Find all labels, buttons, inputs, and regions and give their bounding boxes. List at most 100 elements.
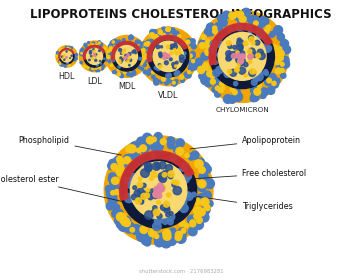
Text: CHYLOMICRON: CHYLOMICRON — [215, 108, 269, 113]
Circle shape — [215, 80, 223, 88]
Circle shape — [121, 152, 196, 228]
Circle shape — [106, 55, 108, 58]
Circle shape — [228, 54, 232, 59]
Circle shape — [226, 56, 231, 61]
Circle shape — [133, 186, 137, 190]
Circle shape — [87, 48, 103, 64]
Circle shape — [251, 41, 255, 45]
Circle shape — [173, 45, 178, 49]
Circle shape — [60, 63, 61, 64]
Circle shape — [143, 57, 146, 60]
Circle shape — [59, 49, 74, 64]
Circle shape — [70, 47, 73, 49]
Circle shape — [152, 75, 155, 79]
Circle shape — [80, 61, 82, 64]
Circle shape — [90, 49, 91, 50]
Circle shape — [283, 57, 289, 63]
Circle shape — [158, 52, 162, 55]
Circle shape — [256, 27, 263, 35]
Circle shape — [202, 204, 210, 212]
Circle shape — [199, 172, 208, 181]
Circle shape — [138, 41, 140, 43]
Circle shape — [142, 183, 146, 188]
Circle shape — [147, 140, 154, 147]
Circle shape — [254, 18, 260, 25]
Text: HDL: HDL — [59, 72, 75, 81]
Circle shape — [215, 91, 221, 97]
Circle shape — [166, 193, 170, 197]
Circle shape — [117, 214, 123, 221]
Circle shape — [176, 233, 186, 243]
Circle shape — [96, 63, 98, 65]
Circle shape — [213, 29, 217, 34]
Circle shape — [128, 45, 130, 47]
Circle shape — [198, 66, 205, 74]
Circle shape — [213, 69, 220, 76]
Circle shape — [114, 190, 120, 195]
Circle shape — [173, 186, 181, 195]
Circle shape — [154, 132, 162, 140]
Circle shape — [250, 96, 256, 102]
Circle shape — [192, 63, 198, 69]
Circle shape — [248, 36, 253, 40]
Circle shape — [242, 8, 251, 17]
Circle shape — [158, 64, 161, 66]
Circle shape — [158, 31, 163, 36]
Circle shape — [140, 51, 143, 54]
Circle shape — [104, 58, 105, 59]
Circle shape — [201, 213, 208, 220]
Circle shape — [274, 50, 281, 57]
Circle shape — [86, 55, 87, 57]
Circle shape — [142, 49, 145, 52]
Circle shape — [143, 70, 147, 74]
Circle shape — [158, 172, 166, 180]
Circle shape — [143, 229, 150, 236]
Circle shape — [151, 34, 155, 38]
Circle shape — [240, 58, 245, 63]
Circle shape — [237, 39, 244, 47]
Circle shape — [152, 137, 156, 142]
Circle shape — [201, 76, 209, 85]
Circle shape — [264, 71, 268, 76]
Circle shape — [168, 166, 176, 175]
Circle shape — [258, 42, 263, 47]
Circle shape — [154, 78, 158, 83]
Circle shape — [166, 27, 170, 31]
Circle shape — [130, 36, 134, 39]
Circle shape — [168, 78, 173, 83]
Circle shape — [69, 48, 70, 50]
Circle shape — [141, 48, 146, 53]
Circle shape — [106, 36, 148, 77]
Circle shape — [70, 57, 72, 59]
Circle shape — [118, 158, 125, 165]
Text: LDL: LDL — [87, 77, 102, 86]
Circle shape — [124, 157, 131, 164]
Circle shape — [254, 88, 261, 95]
Circle shape — [147, 72, 150, 75]
Circle shape — [161, 139, 166, 144]
Circle shape — [120, 57, 122, 59]
Circle shape — [192, 64, 198, 70]
Circle shape — [89, 52, 91, 54]
Circle shape — [151, 210, 156, 214]
Wedge shape — [112, 41, 140, 60]
Circle shape — [64, 59, 65, 60]
Circle shape — [166, 28, 169, 31]
Circle shape — [114, 209, 124, 218]
Circle shape — [170, 51, 173, 55]
Circle shape — [154, 142, 163, 151]
Circle shape — [129, 59, 132, 62]
Circle shape — [162, 172, 167, 177]
Circle shape — [151, 153, 155, 158]
Circle shape — [116, 72, 118, 74]
Circle shape — [108, 56, 111, 59]
Circle shape — [91, 58, 93, 59]
Circle shape — [237, 38, 242, 42]
Circle shape — [186, 40, 190, 44]
Circle shape — [174, 43, 177, 45]
Circle shape — [273, 29, 279, 35]
Circle shape — [166, 213, 170, 217]
Circle shape — [175, 234, 181, 241]
Circle shape — [185, 153, 189, 158]
Circle shape — [249, 70, 255, 76]
